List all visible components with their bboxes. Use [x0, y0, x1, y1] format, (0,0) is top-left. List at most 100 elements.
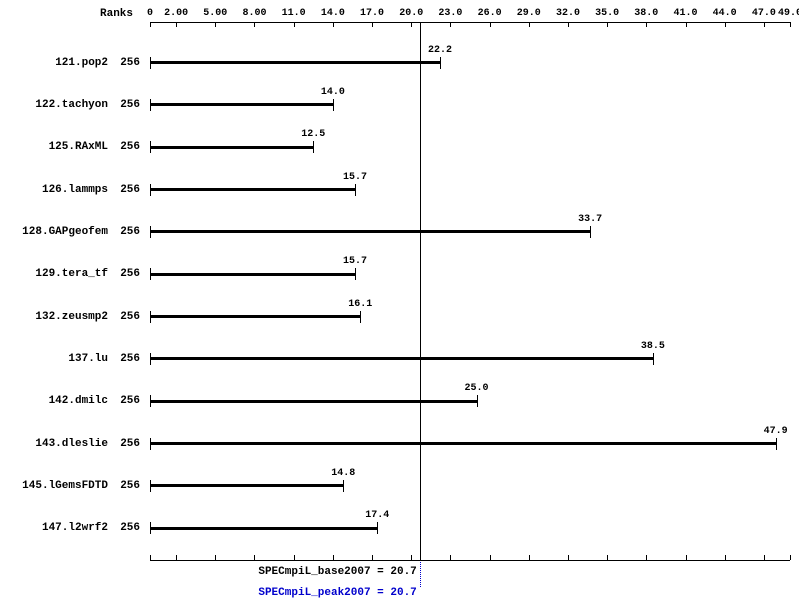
tick-label: 26.0 — [478, 8, 502, 19]
bar-end-cap — [477, 395, 478, 407]
tick-mark — [529, 555, 530, 560]
tick-mark — [725, 22, 726, 27]
ranks-value: 256 — [120, 99, 140, 111]
ranks-header: Ranks — [100, 8, 133, 20]
tick-mark — [725, 555, 726, 560]
bar-end-cap — [590, 226, 591, 238]
ranks-value: 256 — [120, 522, 140, 534]
benchmark-name: 129.tera_tf — [35, 268, 108, 280]
bar-end-cap — [653, 353, 654, 365]
tick-mark — [411, 22, 412, 27]
tick-mark — [529, 22, 530, 27]
bar — [150, 188, 355, 191]
tick-label: 11.0 — [282, 8, 306, 19]
tick-mark — [254, 22, 255, 27]
bar-end-cap — [355, 268, 356, 280]
tick-mark — [607, 555, 608, 560]
tick-mark — [764, 22, 765, 27]
bar-end-cap — [776, 438, 777, 450]
ranks-value: 256 — [120, 480, 140, 492]
benchmark-name: 143.dleslie — [35, 438, 108, 450]
tick-mark — [150, 555, 151, 560]
bar-value-label: 16.1 — [348, 299, 372, 310]
bar-end-cap — [440, 57, 441, 69]
ranks-value: 256 — [120, 57, 140, 69]
benchmark-name: 132.zeusmp2 — [35, 311, 108, 323]
tick-mark — [490, 22, 491, 27]
tick-mark — [764, 555, 765, 560]
tick-label: 5.00 — [203, 8, 227, 19]
benchmark-name: 128.GAPgeofem — [22, 226, 108, 238]
benchmark-name: 121.pop2 — [55, 57, 108, 69]
bar-end-cap — [313, 141, 314, 153]
ranks-value: 256 — [120, 438, 140, 450]
bar-value-label: 38.5 — [641, 341, 665, 352]
tick-label: 41.0 — [673, 8, 697, 19]
tick-mark — [254, 555, 255, 560]
benchmark-name: 145.lGemsFDTD — [22, 480, 108, 492]
tick-label: 38.0 — [634, 8, 658, 19]
tick-mark — [490, 555, 491, 560]
tick-label: 44.0 — [713, 8, 737, 19]
bar — [150, 230, 590, 233]
ranks-value: 256 — [120, 268, 140, 280]
bar — [150, 146, 313, 149]
tick-mark — [411, 555, 412, 560]
ranks-value: 256 — [120, 226, 140, 238]
ranks-value: 256 — [120, 141, 140, 153]
tick-mark — [646, 555, 647, 560]
benchmark-name: 126.lammps — [42, 184, 108, 196]
bar — [150, 315, 360, 318]
tick-label: 29.0 — [517, 8, 541, 19]
bar-value-label: 33.7 — [578, 214, 602, 225]
bar — [150, 527, 377, 530]
tick-mark — [294, 22, 295, 27]
tick-label: 2.00 — [164, 8, 188, 19]
bar-value-label: 15.7 — [343, 172, 367, 183]
tick-label: 32.0 — [556, 8, 580, 19]
top-axis — [150, 22, 790, 23]
bar — [150, 273, 355, 276]
benchmark-name: 142.dmilc — [49, 395, 108, 407]
tick-mark — [568, 555, 569, 560]
ranks-value: 256 — [120, 395, 140, 407]
tick-label: 0 — [147, 8, 153, 19]
bar-value-label: 22.2 — [428, 45, 452, 56]
bar-end-cap — [360, 311, 361, 323]
tick-mark — [686, 555, 687, 560]
tick-mark — [607, 22, 608, 27]
bar — [150, 442, 776, 445]
bar-value-label: 15.7 — [343, 256, 367, 267]
tick-mark — [333, 22, 334, 27]
baseline-base-line — [420, 22, 421, 560]
tick-mark — [215, 22, 216, 27]
bar-end-cap — [377, 522, 378, 534]
ranks-value: 256 — [120, 353, 140, 365]
bar — [150, 357, 653, 360]
tick-label: 8.00 — [242, 8, 266, 19]
bar — [150, 61, 440, 64]
bar-value-label: 12.5 — [301, 129, 325, 140]
bar-value-label: 14.8 — [331, 468, 355, 479]
bottom-axis — [150, 560, 790, 561]
benchmark-name: 147.l2wrf2 — [42, 522, 108, 534]
tick-mark — [150, 22, 151, 27]
baseline-peak-label: SPECmpiL_peak2007 = 20.7 — [258, 587, 416, 599]
ranks-value: 256 — [120, 311, 140, 323]
benchmark-name: 137.lu — [68, 353, 108, 365]
bar-end-cap — [343, 480, 344, 492]
tick-label: 35.0 — [595, 8, 619, 19]
tick-label: 14.0 — [321, 8, 345, 19]
tick-label: 47.0 — [752, 8, 776, 19]
baseline-base-label: SPECmpiL_base2007 = 20.7 — [258, 566, 416, 578]
tick-mark — [450, 22, 451, 27]
benchmark-name: 125.RAxML — [49, 141, 108, 153]
bar — [150, 400, 477, 403]
ranks-value: 256 — [120, 184, 140, 196]
tick-mark — [333, 555, 334, 560]
tick-mark — [176, 555, 177, 560]
bar — [150, 103, 333, 106]
tick-mark — [646, 22, 647, 27]
bar-end-cap — [355, 184, 356, 196]
tick-mark — [372, 555, 373, 560]
